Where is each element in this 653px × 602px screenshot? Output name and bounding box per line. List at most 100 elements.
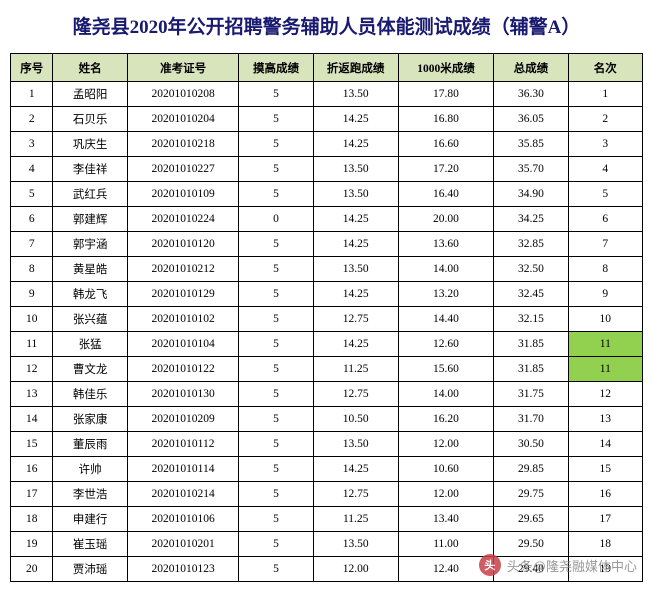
cell-exam: 20201010130 [127,382,239,407]
cell-rank: 14 [568,432,642,457]
cell-name: 张兴蕴 [53,307,127,332]
cell-total: 31.85 [494,357,568,382]
cell-rank: 4 [568,157,642,182]
cell-rank: 6 [568,207,642,232]
cell-seq: 17 [11,482,53,507]
cell-exam: 20201010209 [127,407,239,432]
cell-s2: 14.25 [313,207,398,232]
cell-total: 32.50 [494,257,568,282]
cell-s1: 5 [239,157,313,182]
cell-total: 36.05 [494,107,568,132]
cell-rank: 12 [568,382,642,407]
cell-s1: 5 [239,132,313,157]
cell-s1: 5 [239,507,313,532]
cell-s3: 20.00 [398,207,494,232]
cell-name: 崔玉瑶 [53,532,127,557]
cell-total: 35.85 [494,132,568,157]
cell-s3: 14.00 [398,257,494,282]
cell-s2: 12.75 [313,382,398,407]
col-s3: 1000米成绩 [398,54,494,82]
cell-seq: 18 [11,507,53,532]
table-row: 9韩龙飞20201010129514.2513.2032.459 [11,282,643,307]
cell-total: 32.45 [494,282,568,307]
table-row: 6郭建辉20201010224014.2520.0034.256 [11,207,643,232]
cell-s2: 14.25 [313,132,398,157]
cell-total: 31.85 [494,332,568,357]
cell-name: 孟昭阳 [53,82,127,107]
cell-s1: 5 [239,82,313,107]
table-row: 7郭宇涵20201010120514.2513.6032.857 [11,232,643,257]
table-row: 4李佳祥20201010227513.5017.2035.704 [11,157,643,182]
cell-s2: 13.50 [313,432,398,457]
cell-s2: 13.50 [313,82,398,107]
cell-s2: 12.75 [313,482,398,507]
table-row: 11张猛20201010104514.2512.6031.8511 [11,332,643,357]
cell-s2: 13.50 [313,257,398,282]
table-row: 16许帅20201010114514.2510.6029.8515 [11,457,643,482]
cell-name: 许帅 [53,457,127,482]
cell-name: 申建行 [53,507,127,532]
cell-rank: 10 [568,307,642,332]
table-row: 19崔玉瑶20201010201513.5011.0029.5018 [11,532,643,557]
table-row: 5武红兵20201010109513.5016.4034.905 [11,182,643,207]
table-row: 13韩佳乐20201010130512.7514.0031.7512 [11,382,643,407]
cell-name: 石贝乐 [53,107,127,132]
cell-s2: 12.00 [313,557,398,582]
table-row: 12曹文龙20201010122511.2515.6031.8511 [11,357,643,382]
col-s2: 折返跑成绩 [313,54,398,82]
watermark-text: 头条@隆尧融媒体中心 [507,556,637,575]
cell-s3: 10.60 [398,457,494,482]
cell-seq: 4 [11,157,53,182]
cell-s3: 16.80 [398,107,494,132]
cell-rank: 11 [568,357,642,382]
cell-s1: 5 [239,407,313,432]
cell-s2: 13.50 [313,532,398,557]
cell-seq: 8 [11,257,53,282]
col-rank: 名次 [568,54,642,82]
cell-s2: 11.25 [313,357,398,382]
cell-s2: 13.50 [313,182,398,207]
cell-s3: 12.60 [398,332,494,357]
cell-rank: 7 [568,232,642,257]
cell-name: 黄星皓 [53,257,127,282]
cell-total: 29.65 [494,507,568,532]
cell-s1: 5 [239,457,313,482]
cell-exam: 20201010102 [127,307,239,332]
cell-seq: 16 [11,457,53,482]
cell-total: 31.70 [494,407,568,432]
cell-rank: 9 [568,282,642,307]
cell-seq: 6 [11,207,53,232]
table-row: 3巩庆生20201010218514.2516.6035.853 [11,132,643,157]
cell-seq: 3 [11,132,53,157]
cell-s3: 14.40 [398,307,494,332]
cell-s3: 13.40 [398,507,494,532]
cell-seq: 7 [11,232,53,257]
cell-s3: 12.00 [398,432,494,457]
cell-rank: 11 [568,332,642,357]
cell-s2: 12.75 [313,307,398,332]
cell-seq: 14 [11,407,53,432]
cell-name: 李佳祥 [53,157,127,182]
cell-s3: 16.40 [398,182,494,207]
cell-s3: 16.60 [398,132,494,157]
cell-name: 郭宇涵 [53,232,127,257]
cell-s1: 5 [239,182,313,207]
cell-s1: 5 [239,232,313,257]
cell-name: 张猛 [53,332,127,357]
cell-exam: 20201010212 [127,257,239,282]
table-row: 14张家康20201010209510.5016.2031.7013 [11,407,643,432]
cell-s2: 14.25 [313,107,398,132]
cell-s2: 14.25 [313,232,398,257]
cell-name: 巩庆生 [53,132,127,157]
cell-s1: 5 [239,432,313,457]
cell-seq: 2 [11,107,53,132]
cell-rank: 1 [568,82,642,107]
cell-rank: 16 [568,482,642,507]
cell-s1: 5 [239,382,313,407]
cell-s3: 15.60 [398,357,494,382]
cell-exam: 20201010224 [127,207,239,232]
col-s1: 摸高成绩 [239,54,313,82]
cell-s3: 14.00 [398,382,494,407]
cell-name: 韩佳乐 [53,382,127,407]
cell-s2: 10.50 [313,407,398,432]
